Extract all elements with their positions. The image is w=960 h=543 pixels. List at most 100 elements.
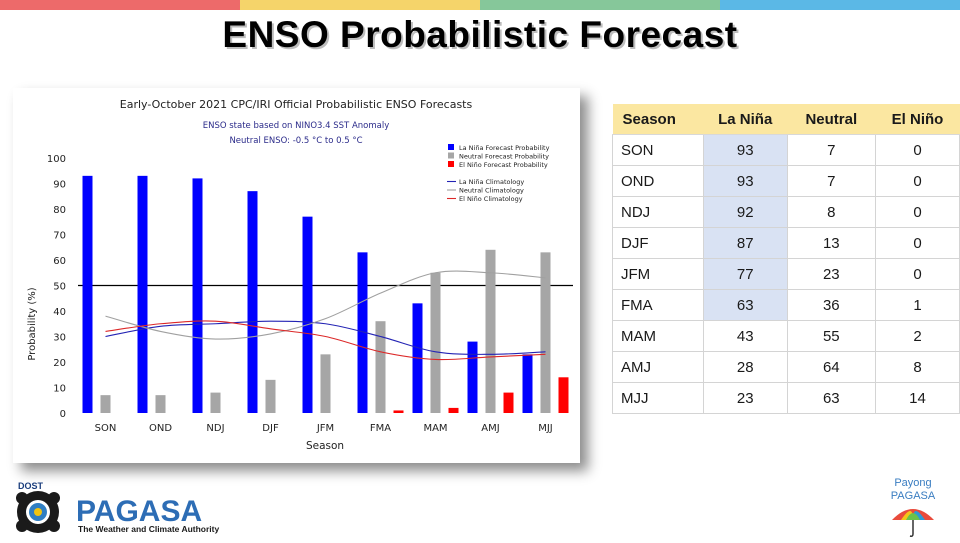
enso-chart: Early-October 2021 CPC/IRI Official Prob…	[27, 98, 573, 452]
table-row: DJF 87 13 0	[612, 227, 960, 259]
table-season-cell: MAM	[612, 320, 704, 352]
table-season-cell: AMJ	[612, 351, 704, 383]
table-row: SON 93 7 0	[612, 134, 960, 166]
bar-neutral	[155, 395, 166, 413]
table-value-cell: 63	[787, 382, 877, 414]
table-value-cell: 7	[787, 165, 877, 197]
table-season-cell: FMA	[612, 289, 704, 321]
legend-swatch	[448, 152, 454, 159]
bar-neutral	[430, 272, 441, 413]
table-header-row: Season La Niña Neutral El Niño	[612, 104, 960, 135]
table-value-cell: 0	[875, 134, 960, 166]
legend-swatch	[448, 144, 454, 150]
table-row: NDJ 92 8 0	[612, 196, 960, 228]
table-row: JFM 77 23 0	[612, 258, 960, 290]
x-axis-label: Season	[306, 440, 344, 452]
y-tick-label: 90	[53, 180, 66, 191]
bar-neutral	[540, 252, 551, 413]
y-tick-label: 0	[60, 409, 66, 420]
table-row: MAM 43 55 2	[612, 320, 960, 352]
legend-label: El Niño Climatology	[459, 195, 523, 203]
bar-el-nino	[448, 407, 459, 413]
table-value-cell: 7	[787, 134, 877, 166]
stripe-blue	[720, 0, 960, 10]
bar-la-nina	[522, 354, 533, 413]
table-value-cell: 23	[787, 258, 877, 290]
y-axis-label: Probability (%)	[27, 287, 38, 360]
payong-text: Payong	[894, 477, 931, 489]
y-tick-label: 80	[53, 205, 66, 216]
y-tick-label: 50	[53, 282, 66, 293]
table-value-cell: 93	[703, 134, 788, 166]
table-row: AMJ 28 64 8	[612, 351, 960, 383]
table-value-cell: 8	[787, 196, 877, 228]
chart-title: Early-October 2021 CPC/IRI Official Prob…	[120, 98, 473, 111]
table-value-cell: 93	[703, 165, 788, 197]
bar-neutral	[210, 392, 221, 413]
table-value-cell: 63	[703, 289, 788, 321]
x-tick-label: OND	[149, 423, 172, 434]
table-row: FMA 63 36 1	[612, 289, 960, 321]
table-value-cell: 28	[703, 351, 788, 383]
bar-la-nina	[192, 178, 203, 413]
x-tick-label: MAM	[423, 423, 447, 434]
legend-label: Neutral Forecast Probability	[459, 153, 549, 161]
table-value-cell: 8	[875, 351, 960, 383]
table-season-cell: NDJ	[612, 196, 704, 228]
bar-la-nina	[137, 175, 148, 413]
top-color-stripe	[0, 0, 960, 10]
y-tick-label: 60	[53, 256, 66, 267]
table-value-cell: 43	[703, 320, 788, 352]
x-tick-label: NDJ	[206, 423, 224, 434]
legend-label: La Niña Climatology	[459, 178, 524, 186]
table-value-cell: 36	[787, 289, 877, 321]
payong-pagasa-text: PAGASA	[891, 490, 936, 502]
legend-label: La Niña Forecast Probability	[459, 144, 550, 152]
pagasa-emblem-icon	[16, 491, 60, 533]
pagasa-logo: DOST PAGASA The Weather and Climate Auth…	[12, 480, 242, 536]
table-row: OND 93 7 0	[612, 165, 960, 197]
y-tick-label: 30	[53, 333, 66, 344]
pagasa-wordmark: PAGASA	[76, 495, 202, 528]
forecast-table: Season La Niña Neutral El Niño SON 93 7 0 OND 93…	[612, 104, 960, 414]
enso-chart-card: Early-October 2021 CPC/IRI Official Prob…	[13, 88, 580, 463]
y-tick-label: 70	[53, 231, 66, 242]
x-tick-label: JFM	[316, 423, 334, 434]
chart-subtitle-2: Neutral ENSO: -0.5 °C to 0.5 °C	[229, 136, 362, 146]
table-season-cell: SON	[612, 134, 704, 166]
table-value-cell: 87	[703, 227, 788, 259]
climatology-line-el-nino	[105, 320, 546, 361]
x-tick-label: MJJ	[538, 423, 553, 434]
table-value-cell: 14	[875, 382, 960, 414]
chart-subtitle-1: ENSO state based on NINO3.4 SST Anomaly	[203, 121, 390, 131]
stripe-red	[0, 0, 240, 10]
table-season-cell: OND	[612, 165, 704, 197]
bar-la-nina	[357, 252, 368, 413]
page-title: ENSO Probabilistic Forecast	[222, 14, 738, 55]
table-header-cell: Neutral	[787, 104, 876, 135]
table-value-cell: 1	[875, 289, 960, 321]
payong-pagasa-logo: Payong PAGASA	[868, 474, 958, 538]
table-header-cell: Season	[612, 104, 704, 135]
stripe-green	[480, 0, 720, 10]
pagasa-tagline: The Weather and Climate Authority	[78, 524, 219, 534]
table-value-cell: 0	[875, 258, 960, 290]
bar-la-nina	[467, 341, 478, 413]
legend-swatch	[448, 161, 454, 167]
x-tick-label: SON	[95, 423, 117, 434]
bar-el-nino	[393, 410, 404, 413]
y-tick-label: 20	[53, 358, 66, 369]
table-row: MJJ 23 63 14	[612, 382, 960, 414]
legend-label: Neutral Climatology	[459, 187, 524, 195]
table-value-cell: 64	[787, 351, 877, 383]
table-value-cell: 0	[875, 165, 960, 197]
table-value-cell: 2	[875, 320, 960, 352]
table-value-cell: 0	[875, 196, 960, 228]
bar-neutral	[265, 379, 276, 413]
table-header-cell: La Niña	[703, 104, 788, 135]
stripe-yellow	[240, 0, 480, 10]
bar-neutral	[375, 321, 386, 413]
table-value-cell: 13	[787, 227, 877, 259]
x-tick-label: DJF	[262, 423, 279, 434]
bar-el-nino	[558, 377, 569, 413]
